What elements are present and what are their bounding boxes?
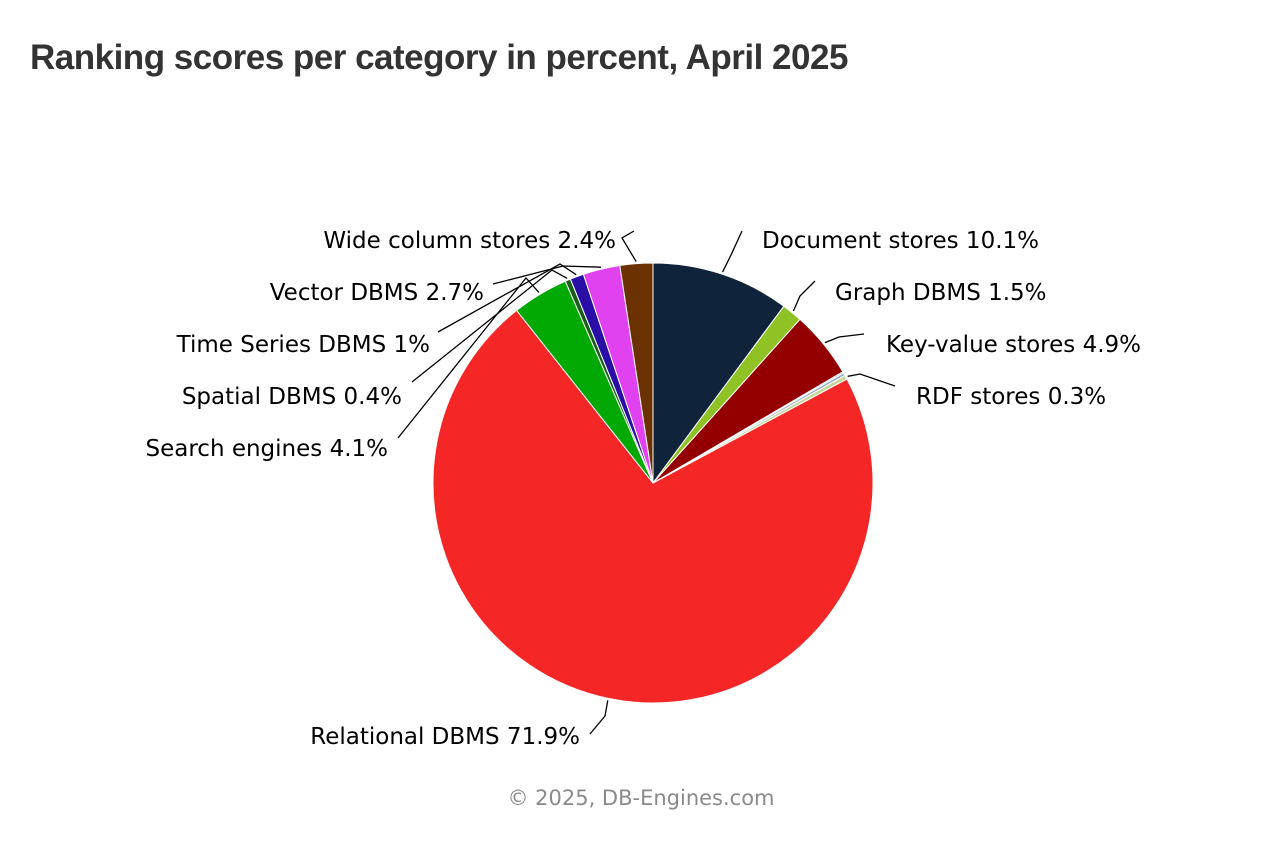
leader-line-spatial-dbms bbox=[411, 269, 568, 383]
leader-line-search-engines bbox=[397, 276, 540, 439]
label-key-value-stores: Key-value stores 4.9% bbox=[886, 332, 1141, 358]
label-wide-column-stores: Wide column stores 2.4% bbox=[323, 228, 616, 254]
label-search-engines: Search engines 4.1% bbox=[146, 436, 389, 462]
label-graph-dbms: Graph DBMS 1.5% bbox=[835, 280, 1047, 306]
label-rdf-stores: RDF stores 0.3% bbox=[916, 384, 1106, 410]
leader-line-rdf-stores bbox=[847, 373, 896, 387]
leader-line-document-stores bbox=[721, 230, 743, 273]
label-vector-dbms: Vector DBMS 2.7% bbox=[270, 280, 484, 306]
leader-line-vector-dbms bbox=[492, 265, 602, 285]
chart-title: Ranking scores per category in percent, … bbox=[30, 38, 848, 77]
slice-document-stores[interactable] bbox=[652, 262, 785, 485]
slice-wide-column-stores[interactable] bbox=[619, 262, 654, 484]
leader-line-graph-dbms bbox=[792, 280, 816, 312]
label-leader-lines bbox=[397, 230, 896, 735]
label-relational-dbms: Relational DBMS 71.9% bbox=[310, 724, 580, 750]
leader-line-key-value-stores bbox=[824, 333, 865, 344]
label-time-series-dbms: Time Series DBMS 1% bbox=[176, 332, 430, 358]
label-document-stores: Document stores 10.1% bbox=[762, 228, 1039, 254]
pie-slices bbox=[432, 262, 874, 704]
leader-line-relational-dbms bbox=[589, 700, 609, 735]
slice-labels: Document stores 10.1% Graph DBMS 1.5% Key-… bbox=[146, 228, 1142, 750]
leader-line-wide-column-stores bbox=[621, 230, 637, 262]
slice-relational-dbms[interactable] bbox=[432, 309, 874, 704]
label-spatial-dbms: Spatial DBMS 0.4% bbox=[182, 384, 402, 410]
copyright-credit: © 2025, DB-Engines.com bbox=[507, 786, 775, 810]
leader-line-time-series-dbms bbox=[437, 263, 577, 333]
